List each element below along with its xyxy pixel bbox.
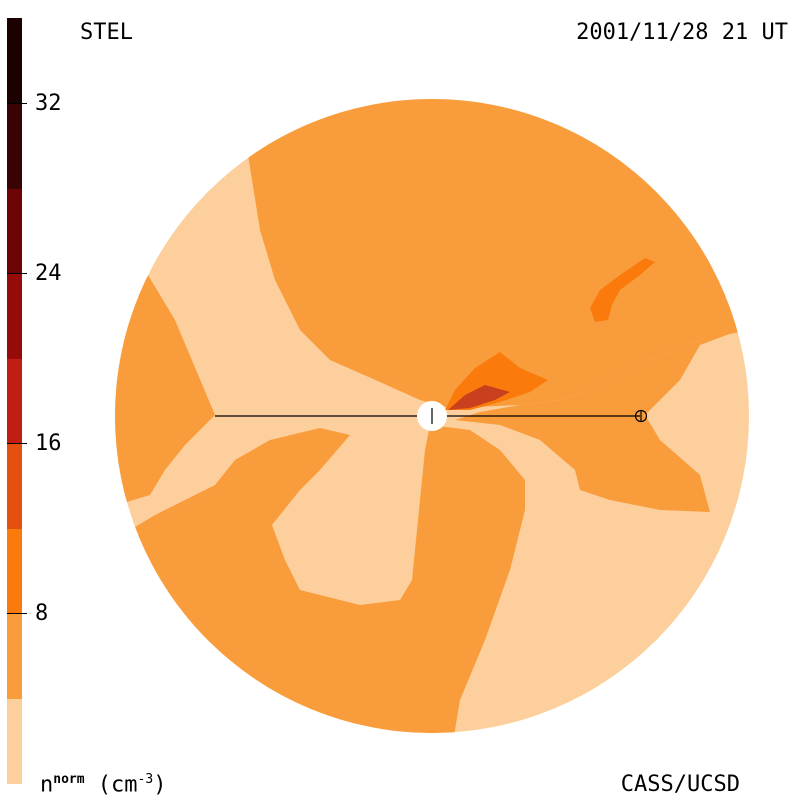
colorbar-tick-label: 32	[35, 91, 62, 116]
colorbar-segment	[7, 273, 22, 359]
colorbar-unit-label: nnorm (cm-3)	[40, 772, 166, 797]
timestamp-label: 2001/11/28 21 UT	[576, 20, 788, 45]
colorbar-segment	[7, 103, 22, 189]
instrument-label: STEL	[80, 20, 133, 45]
colorbar-segment	[7, 528, 22, 614]
colorbar-tick	[7, 613, 27, 614]
colorbar-segment	[7, 698, 22, 784]
unit-suffix: (cm	[84, 772, 138, 798]
colorbar-tick	[7, 103, 27, 104]
colorbar-segment	[7, 358, 22, 444]
unit-close: )	[153, 772, 167, 798]
density-region-east-south	[455, 330, 740, 512]
sun-icon	[417, 401, 447, 431]
colorbar: 8 16 24 32	[7, 18, 62, 784]
colorbar-segment	[7, 443, 22, 529]
unit-superscript: norm	[53, 772, 85, 787]
credit-label: CASS/UCSD	[620, 772, 740, 797]
unit-base: n	[40, 772, 54, 798]
colorbar-tick	[7, 443, 27, 444]
colorbar-tick-label: 8	[35, 601, 49, 626]
colorbar-segment	[7, 188, 22, 274]
earth-icon	[634, 409, 648, 423]
unit-exponent: -3	[137, 772, 154, 787]
colorbar-tick	[7, 273, 27, 274]
density-region-west	[115, 270, 215, 510]
colorbar-tick-label: 24	[35, 261, 62, 286]
colorbar-segment	[7, 613, 22, 699]
density-region-ne-small	[590, 258, 655, 322]
colorbar-tick-label: 16	[35, 431, 62, 456]
colorbar-segment	[7, 18, 22, 104]
density-region-core-inner	[448, 385, 510, 410]
